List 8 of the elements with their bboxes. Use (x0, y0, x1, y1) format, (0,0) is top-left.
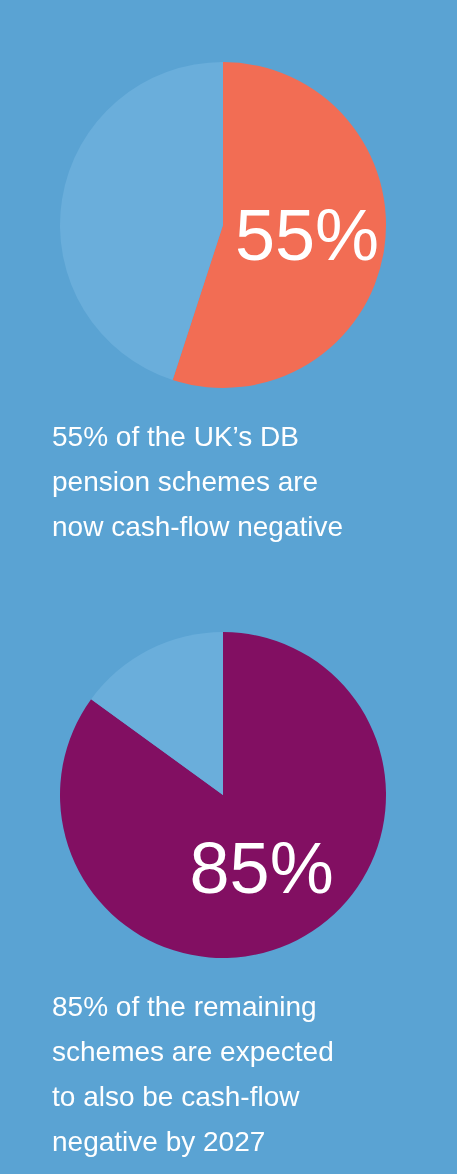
pie-slice (91, 632, 223, 795)
pie-slice (172, 62, 386, 388)
data-label: 85% (189, 827, 334, 908)
pie-slice (60, 62, 223, 381)
text: 55% of the UK’s DB pension schemes are now cash-flow negative (52, 421, 344, 542)
text: 85% of the remaining schemes are expected to also be cash-flow negative by 2027 (52, 991, 334, 1157)
pie-slice (60, 632, 386, 958)
data-label: 55% (234, 195, 380, 276)
